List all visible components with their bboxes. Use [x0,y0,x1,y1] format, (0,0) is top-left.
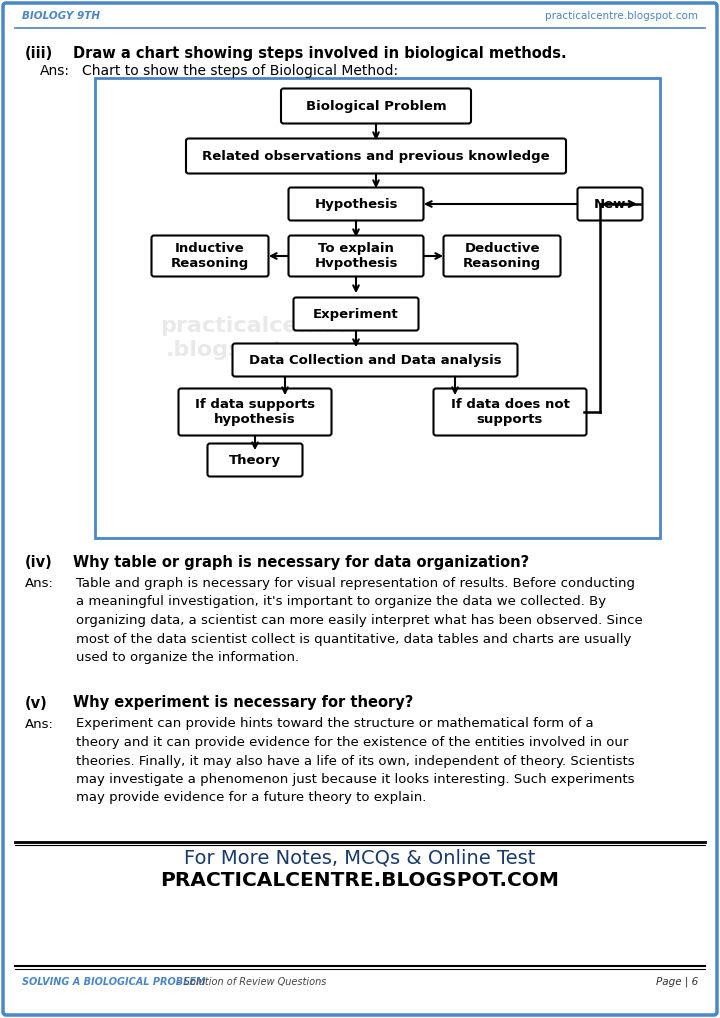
Text: If data supports
hypothesis: If data supports hypothesis [195,398,315,426]
FancyBboxPatch shape [3,3,717,1015]
FancyBboxPatch shape [151,235,269,277]
Text: theories. Finally, it may also have a life of its own, independent of theory. Sc: theories. Finally, it may also have a li… [76,754,634,768]
Text: Related observations and previous knowledge: Related observations and previous knowle… [202,150,550,163]
Text: Draw a chart showing steps involved in biological methods.: Draw a chart showing steps involved in b… [73,46,567,61]
Text: To explain
Hvpothesis: To explain Hvpothesis [314,242,397,270]
Text: Ans:: Ans: [25,577,54,590]
FancyBboxPatch shape [186,138,566,173]
Text: Theory: Theory [229,453,281,466]
Text: Why experiment is necessary for theory?: Why experiment is necessary for theory? [73,695,413,711]
Text: used to organize the information.: used to organize the information. [76,651,299,664]
Text: Experiment can provide hints toward the structure or mathematical form of a: Experiment can provide hints toward the … [76,718,593,731]
FancyBboxPatch shape [294,297,418,331]
Text: If data does not
supports: If data does not supports [451,398,570,426]
FancyBboxPatch shape [433,389,587,436]
Text: practicalcentre.blogspot.com: practicalcentre.blogspot.com [545,11,698,21]
FancyBboxPatch shape [289,187,423,221]
Text: organizing data, a scientist can more easily interpret what has been observed. S: organizing data, a scientist can more ea… [76,614,643,627]
Text: (iv): (iv) [25,555,53,570]
Text: Table and graph is necessary for visual representation of results. Before conduc: Table and graph is necessary for visual … [76,577,635,590]
Text: Chart to show the steps of Biological Method:: Chart to show the steps of Biological Me… [82,64,398,78]
FancyBboxPatch shape [289,235,423,277]
Text: Data Collection and Data analysis: Data Collection and Data analysis [248,353,501,366]
Text: PRACTICALCENTRE.BLOGSPOT.COM: PRACTICALCENTRE.BLOGSPOT.COM [161,871,559,890]
FancyBboxPatch shape [207,444,302,476]
Text: (v): (v) [25,695,48,711]
Text: Why table or graph is necessary for data organization?: Why table or graph is necessary for data… [73,555,529,570]
FancyBboxPatch shape [577,187,642,221]
Text: practicalcentre
.blogspot.com: practicalcentre .blogspot.com [160,317,350,359]
Text: Ans:: Ans: [25,718,54,731]
Text: SOLVING A BIOLOGICAL PROBLEM: SOLVING A BIOLOGICAL PROBLEM [22,977,206,987]
Text: may investigate a phenomenon just because it looks interesting. Such experiments: may investigate a phenomenon just becaus… [76,773,634,786]
Text: For More Notes, MCQs & Online Test: For More Notes, MCQs & Online Test [184,849,536,868]
Text: Inductive
Reasoning: Inductive Reasoning [171,242,249,270]
Text: theory and it can provide evidence for the existence of the entities involved in: theory and it can provide evidence for t… [76,736,629,749]
Text: Experiment: Experiment [313,307,399,321]
Text: Deductive
Reasoning: Deductive Reasoning [463,242,541,270]
FancyBboxPatch shape [179,389,331,436]
Text: Ans:: Ans: [40,64,70,78]
Text: BIOLOGY 9TH: BIOLOGY 9TH [22,11,100,21]
Text: Page | 6: Page | 6 [656,976,698,987]
Text: most of the data scientist collect is quantitative, data tables and charts are u: most of the data scientist collect is qu… [76,632,631,645]
Text: Biological Problem: Biological Problem [306,100,446,113]
Text: New: New [594,197,626,211]
Text: may provide evidence for a future theory to explain.: may provide evidence for a future theory… [76,792,426,804]
Text: (iii): (iii) [25,46,53,61]
Text: - Solution of Review Questions: - Solution of Review Questions [174,977,326,987]
Text: a meaningful investigation, it's important to organize the data we collected. By: a meaningful investigation, it's importa… [76,596,606,609]
FancyBboxPatch shape [233,343,518,377]
FancyBboxPatch shape [95,78,660,538]
Text: Hypothesis: Hypothesis [314,197,397,211]
FancyBboxPatch shape [281,89,471,123]
FancyBboxPatch shape [444,235,560,277]
